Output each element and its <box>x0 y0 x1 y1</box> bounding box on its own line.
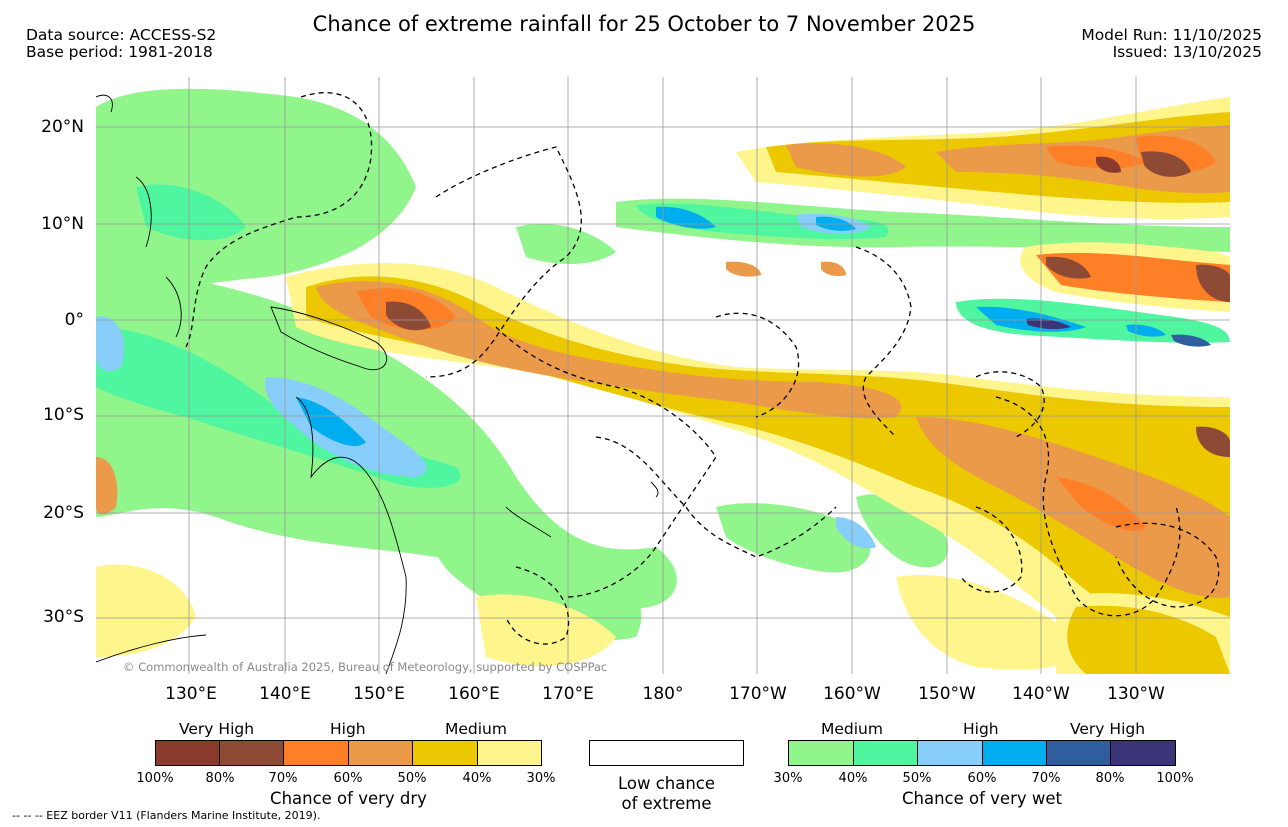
dry-regions <box>96 263 1230 674</box>
base-period: Base period: 1981-2018 <box>26 43 213 61</box>
rainfall-map <box>96 77 1230 674</box>
lon-label-160w: 160°W <box>823 684 881 704</box>
wet-legend-title: Chance of very wet <box>902 789 1062 808</box>
wet-tick-60: 60% <box>967 771 997 786</box>
dry-tick-100: 100% <box>136 771 174 786</box>
wet-tick-70: 70% <box>1031 771 1061 786</box>
wet-category-medium: Medium <box>821 720 883 738</box>
copyright-notice: © Commonwealth of Australia 2025, Bureau… <box>123 660 608 674</box>
data-source-block: Data source: ACCESS-S2 Base period: 1981… <box>26 27 216 61</box>
dry-category-high: High <box>330 720 366 738</box>
dry-swatch-3 <box>283 740 349 766</box>
coastlines <box>96 94 659 674</box>
dry-swatch-4 <box>348 740 413 766</box>
lon-label-150w: 150°W <box>918 684 976 704</box>
wet-swatch-3 <box>917 740 983 766</box>
wet-tick-40: 40% <box>838 771 868 786</box>
gridlines <box>96 77 1230 674</box>
lon-label-140e: 140°E <box>259 684 311 704</box>
lon-label-170w: 170°W <box>729 684 787 704</box>
dry-swatch-2 <box>219 740 284 766</box>
wet-tick-80: 80% <box>1095 771 1125 786</box>
dry-tick-60: 60% <box>333 771 363 786</box>
dry-swatch-5 <box>412 740 478 766</box>
neutral-label-line2: of extreme <box>621 794 712 813</box>
model-info-block: Model Run: 11/10/2025 Issued: 13/10/2025 <box>1081 27 1262 61</box>
wet-category-very-high: Very High <box>1070 720 1146 738</box>
issued-date: Issued: 13/10/2025 <box>1112 43 1262 61</box>
lon-label-180: 180° <box>642 684 684 704</box>
dry-swatch-6 <box>477 740 542 766</box>
wet-category-high: High <box>963 720 999 738</box>
lon-label-160e: 160°E <box>448 684 500 704</box>
eez-note: -- -- -- EEZ border V11 (Flanders Marine… <box>12 809 321 822</box>
map-title: Chance of extreme rainfall for 25 Octobe… <box>312 12 976 36</box>
dry-category-medium: Medium <box>445 720 507 738</box>
data-source: Data source: ACCESS-S2 <box>26 26 217 44</box>
wet-swatch-1 <box>788 740 854 766</box>
lat-label-0: 0° <box>64 310 84 330</box>
dry-tick-40: 40% <box>462 771 492 786</box>
neutral-swatch <box>589 740 744 766</box>
lon-label-150e: 150°E <box>353 684 405 704</box>
lat-label-20s: 20°S <box>43 503 84 523</box>
dry-tick-50: 50% <box>397 771 427 786</box>
lon-label-130w: 130°W <box>1107 684 1165 704</box>
dry-swatch-1 <box>155 740 220 766</box>
map-canvas <box>96 77 1230 674</box>
wet-swatch-5 <box>1046 740 1111 766</box>
wet-swatch-4 <box>982 740 1047 766</box>
dry-tick-30: 30% <box>526 771 556 786</box>
dry-tick-70: 70% <box>268 771 298 786</box>
lon-label-140w: 140°W <box>1012 684 1070 704</box>
wet-tick-50: 50% <box>902 771 932 786</box>
lat-label-20n: 20°N <box>41 117 84 137</box>
eez-borders <box>185 92 1220 645</box>
wet-tick-30: 30% <box>773 771 803 786</box>
dry-tick-80: 80% <box>205 771 235 786</box>
lat-label-10n: 10°N <box>41 214 84 234</box>
lon-label-130e: 130°E <box>165 684 217 704</box>
model-run: Model Run: 11/10/2025 <box>1081 26 1262 44</box>
lat-label-10s: 10°S <box>43 405 84 425</box>
lon-label-170e: 170°E <box>542 684 594 704</box>
dry-category-very-high: Very High <box>179 720 255 738</box>
wet-swatch-6 <box>1110 740 1176 766</box>
lat-label-30s: 30°S <box>43 607 84 627</box>
wet-tick-100: 100% <box>1156 771 1194 786</box>
dry-northeast <box>726 97 1230 312</box>
wet-swatch-2 <box>853 740 918 766</box>
dry-legend-title: Chance of very dry <box>270 789 427 808</box>
neutral-label-line1: Low chance <box>617 774 716 793</box>
neutral-legend-label: Low chance of extreme <box>589 774 744 814</box>
